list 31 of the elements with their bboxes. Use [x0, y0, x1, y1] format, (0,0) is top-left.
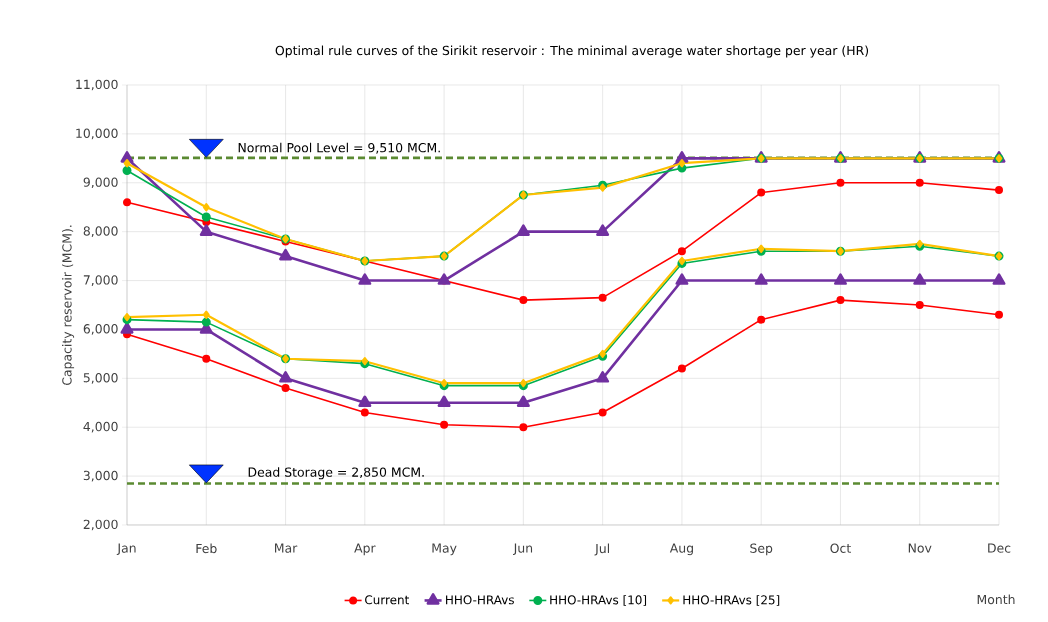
- legend-label: HHO-HRAvs [10]: [550, 595, 647, 606]
- x-tick-label: Jul: [594, 543, 609, 556]
- y-tick-label: 9,000: [83, 177, 118, 189]
- y-tick-label: 4,000: [83, 421, 118, 433]
- legend-label: HHO-HRAvs [25]: [683, 595, 780, 606]
- y-tick-label: 11,000: [76, 79, 118, 91]
- y-axis-title: Capacity reservoir (MCM).: [62, 225, 75, 386]
- ref-line-label: Normal Pool Level = 9,510 MCM.: [238, 142, 440, 154]
- chart-title: Optimal rule curves of the Sirikit reservoir : The minimal average water shortage per year (HR): [275, 45, 869, 58]
- y-tick-label: 8,000: [83, 226, 118, 238]
- y-tick-label: 7,000: [83, 275, 118, 286]
- x-tick-label: Aug: [669, 543, 693, 556]
- x-tick-label: Nov: [908, 543, 932, 553]
- x-tick-label: Mar: [275, 543, 298, 553]
- x-tick-label: Feb: [196, 543, 217, 554]
- x-tick-label: Jun: [513, 543, 533, 556]
- x-tick-label: Oct: [830, 543, 851, 553]
- legend-label: Current: [365, 595, 410, 605]
- legend-label: HHO-HRAvs: [446, 595, 514, 605]
- x-tick-label: Sep: [750, 543, 773, 556]
- ref-line-label: Dead Storage = 2,850 MCM.: [248, 467, 424, 480]
- x-tick-label: Apr: [354, 543, 376, 556]
- y-tick-label: 5,000: [83, 372, 118, 384]
- y-tick-label: 10,000: [76, 128, 118, 140]
- x-tick-label: Dec: [988, 543, 1011, 553]
- x-tick-label: May: [432, 543, 457, 556]
- x-axis-title: Month: [977, 594, 1015, 605]
- y-tick-label: 3,000: [83, 470, 118, 482]
- y-tick-label: 2,000: [83, 519, 118, 531]
- x-tick-label: Jan: [116, 543, 136, 556]
- y-tick-label: 6,000: [83, 324, 118, 335]
